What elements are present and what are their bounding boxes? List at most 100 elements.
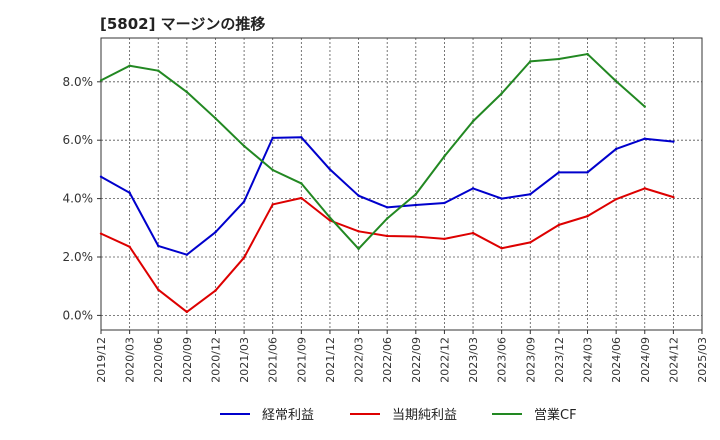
data-point (157, 288, 160, 291)
chart-title: [5802] マージンの推移 (100, 15, 266, 33)
data-point (128, 64, 131, 67)
data-point (242, 144, 246, 148)
series-layer (99, 52, 675, 314)
data-point (614, 197, 618, 201)
data-point (128, 191, 131, 194)
x-tick-label: 2020/12 (209, 337, 222, 383)
data-point (328, 216, 332, 219)
data-point (99, 175, 103, 178)
data-point (643, 137, 646, 140)
data-point (185, 310, 189, 314)
data-point (385, 234, 389, 238)
data-point (557, 57, 561, 61)
data-point (443, 201, 446, 205)
axes: 0.0% 2.0% 4.0% 6.0% 8.0% 2019/12 2020/03 2020/0… (63, 37, 709, 383)
x-tick-label: 2022/12 (438, 337, 451, 383)
data-point (328, 168, 332, 171)
data-point (214, 230, 217, 234)
data-point (557, 223, 561, 227)
grid (100, 38, 703, 330)
data-point (357, 247, 360, 251)
data-point (443, 237, 446, 241)
data-point (557, 171, 561, 174)
data-point (471, 231, 475, 235)
data-point (271, 136, 274, 140)
y-tick-label: 8.0% (63, 75, 94, 89)
data-point (471, 120, 475, 123)
plot-area (101, 38, 702, 330)
x-tick-label: 2021/09 (295, 337, 308, 383)
data-point (185, 90, 189, 94)
data-point (385, 217, 389, 220)
data-point (385, 206, 389, 209)
data-point (643, 105, 646, 108)
data-point (99, 79, 103, 82)
data-point (471, 187, 475, 190)
series-line-3 (100, 53, 646, 250)
data-point (529, 241, 532, 244)
y-tick-label: 4.0% (63, 192, 94, 206)
x-tick-label: 2019/12 (95, 337, 108, 383)
data-point (586, 171, 589, 174)
x-tick-label: 2020/09 (181, 337, 194, 383)
data-point (271, 203, 274, 206)
data-point (214, 289, 217, 292)
x-tick-label: 2020/06 (152, 337, 165, 383)
data-point (414, 235, 418, 238)
y-tick-label: 2.0% (63, 250, 94, 264)
x-tick-label: 2024/12 (667, 337, 680, 383)
data-point (300, 182, 303, 185)
data-point (157, 69, 160, 72)
data-point (300, 136, 303, 139)
x-tick-label: 2023/12 (553, 337, 566, 383)
x-tick-label: 2020/03 (124, 337, 137, 383)
data-point (614, 147, 618, 151)
data-point (672, 195, 675, 199)
legend: 経常利益 当期純利益 営業CF (220, 407, 577, 423)
data-point (414, 193, 418, 196)
data-point (443, 155, 446, 158)
data-point (500, 247, 503, 250)
data-point (157, 244, 160, 248)
legend-label: 当期純利益 (392, 408, 457, 423)
data-point (672, 140, 675, 143)
data-point (586, 52, 589, 56)
data-point (414, 203, 418, 207)
y-tick-label: 0.0% (63, 308, 94, 322)
data-point (529, 193, 532, 196)
legend-label: 営業CF (534, 407, 577, 423)
data-point (185, 253, 189, 256)
x-tick-label: 2024/06 (610, 337, 623, 383)
x-tick-label: 2025/03 (696, 337, 709, 383)
x-tick-label: 2022/03 (353, 337, 366, 383)
data-point (242, 256, 246, 259)
legend-label: 経常利益 (262, 408, 314, 423)
x-tick-label: 2023/06 (496, 337, 509, 383)
x-tick-label: 2024/03 (582, 337, 595, 383)
data-point (214, 117, 217, 120)
data-point (328, 219, 332, 222)
data-point (271, 168, 274, 172)
data-point (529, 60, 532, 63)
x-tick-label: 2024/09 (639, 337, 652, 383)
data-point (357, 230, 360, 233)
x-tick-label: 2021/12 (324, 337, 337, 383)
x-tick-label: 2023/03 (467, 337, 480, 383)
x-tick-label: 2022/09 (410, 337, 423, 383)
y-tick-label: 6.0% (63, 133, 94, 147)
x-tick-label: 2021/06 (267, 337, 280, 383)
data-point (242, 200, 246, 203)
plot-frame (100, 37, 703, 331)
data-point (357, 194, 360, 197)
data-point (300, 196, 303, 200)
data-point (128, 245, 131, 248)
x-tick-label: 2021/03 (238, 337, 251, 383)
data-point (614, 80, 618, 83)
x-tick-label: 2022/06 (381, 337, 394, 383)
data-point (500, 92, 503, 95)
data-point (500, 197, 503, 200)
data-point (586, 214, 589, 218)
x-tick-label: 2023/09 (524, 337, 537, 383)
